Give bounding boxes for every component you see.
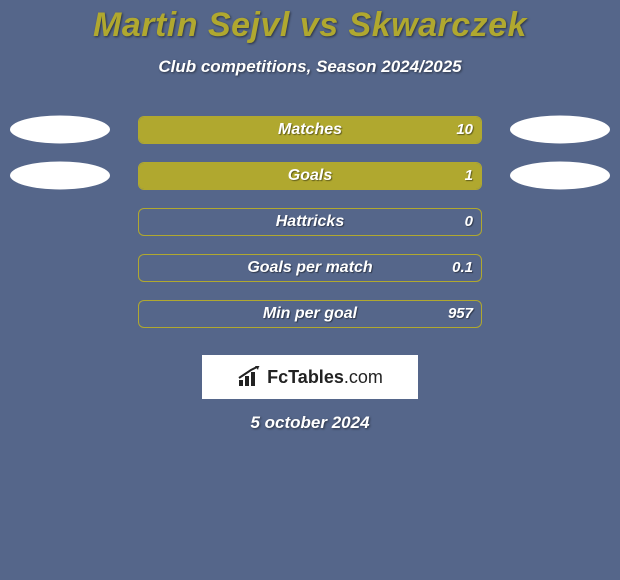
player-avatar-right [510, 161, 610, 189]
date-label: 5 october 2024 [0, 413, 620, 433]
stat-row: Min per goal957 [0, 291, 620, 337]
brand-name: FcTables [267, 367, 344, 387]
stat-bar: Hattricks0 [138, 208, 482, 236]
stat-value-right: 957 [448, 301, 473, 327]
comparison-infographic: Martin Sejvl vs Skwarczek Club competiti… [0, 0, 620, 580]
stat-row: Goals1 [0, 153, 620, 199]
brand-suffix: .com [344, 367, 383, 387]
player-avatar-left [10, 115, 110, 143]
chart-icon [237, 366, 263, 388]
stat-value-right: 10 [456, 117, 473, 143]
stat-label: Min per goal [139, 301, 481, 327]
player-avatar-left [10, 161, 110, 189]
stat-row: Goals per match0.1 [0, 245, 620, 291]
brand-box: FcTables.com [202, 355, 418, 399]
stat-value-right: 1 [465, 163, 473, 189]
bar-fill-left [139, 163, 481, 189]
page-title: Martin Sejvl vs Skwarczek [0, 6, 620, 45]
stat-row: Hattricks0 [0, 199, 620, 245]
stat-bar: Goals1 [138, 162, 482, 190]
bar-fill-left [139, 117, 481, 143]
subtitle: Club competitions, Season 2024/2025 [0, 57, 620, 77]
stat-label: Hattricks [139, 209, 481, 235]
stat-label: Goals per match [139, 255, 481, 281]
brand-text: FcTables.com [267, 367, 383, 388]
stat-row: Matches10 [0, 107, 620, 153]
stat-bar: Goals per match0.1 [138, 254, 482, 282]
stat-bar: Min per goal957 [138, 300, 482, 328]
stat-bar: Matches10 [138, 116, 482, 144]
stat-value-right: 0 [465, 209, 473, 235]
stat-rows: Matches10 Goals1 Hattricks0 Goals per match… [0, 107, 620, 337]
player-avatar-right [510, 115, 610, 143]
stat-value-right: 0.1 [452, 255, 473, 281]
